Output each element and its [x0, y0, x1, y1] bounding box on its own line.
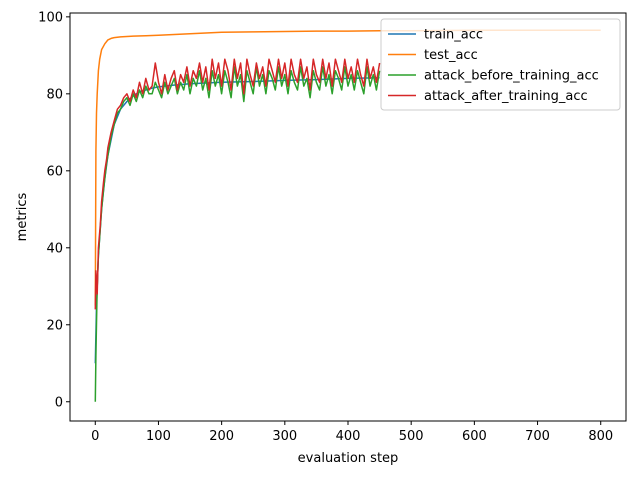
legend-label-1: test_acc — [424, 48, 478, 63]
series-line-2 — [94, 66, 381, 402]
y-tick-label: 100 — [38, 10, 63, 25]
series-line-1 — [94, 29, 601, 306]
legend-label-3: attack_after_training_acc — [424, 89, 588, 104]
legend-box — [380, 18, 621, 111]
y-tick-label: 80 — [46, 87, 63, 102]
series-layer — [94, 29, 601, 402]
y-tick-label: 20 — [46, 318, 63, 333]
legend: train_acc test_acc attack_before_training_… — [380, 18, 621, 111]
x-tick-label: 100 — [146, 429, 171, 444]
x-tick-label: 800 — [588, 429, 613, 444]
x-tick-label: 0 — [91, 429, 99, 444]
y-tick-label: 60 — [46, 164, 63, 179]
y-tick-label: 40 — [46, 241, 63, 256]
legend-label-0: train_acc — [424, 28, 483, 43]
x-axis: 0 100 200 300 400 500 600 700 800 — [91, 421, 613, 444]
x-axis-label: evaluation step — [298, 451, 399, 466]
y-axis: 0 20 40 60 80 100 — [38, 10, 70, 410]
y-axis-label: metrics — [15, 192, 30, 241]
x-tick-label: 400 — [336, 429, 361, 444]
series-line-3 — [94, 58, 381, 310]
x-tick-label: 600 — [462, 429, 487, 444]
legend-label-2: attack_before_training_acc — [424, 69, 599, 84]
x-tick-label: 700 — [525, 429, 550, 444]
x-tick-label: 500 — [399, 429, 424, 444]
x-tick-label: 300 — [272, 429, 297, 444]
y-tick-label: 0 — [55, 395, 63, 410]
x-tick-label: 200 — [209, 429, 234, 444]
